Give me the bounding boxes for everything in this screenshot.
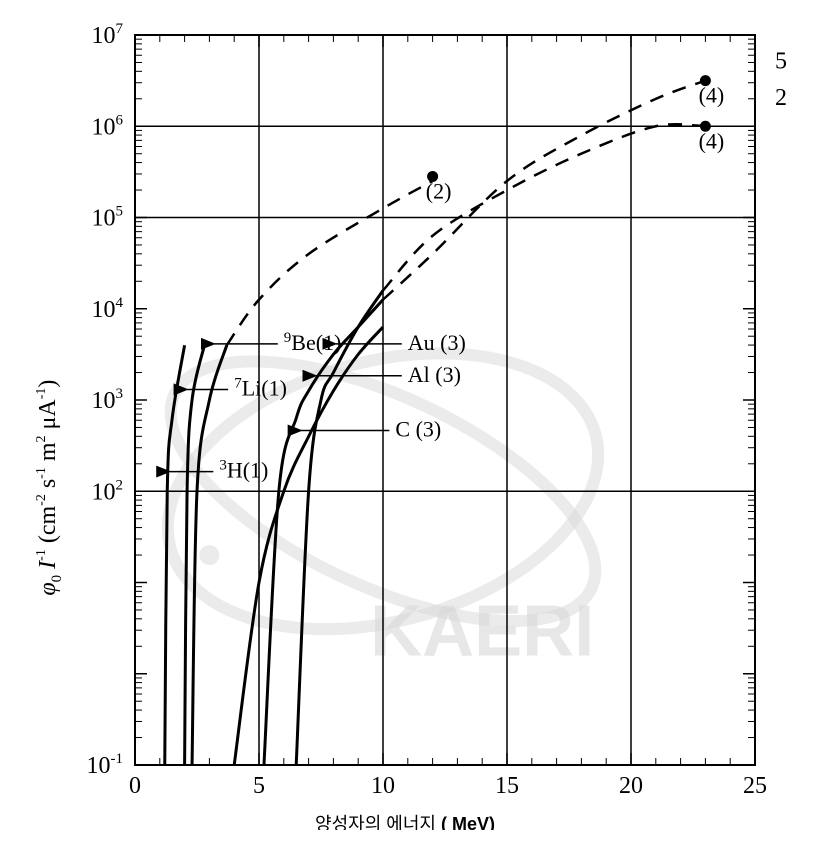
y-tick-label: 105 — [92, 204, 124, 232]
x-axis-label: 양성자의 에너지 ( MeV) — [315, 814, 495, 830]
watermark-text: KAERI — [370, 592, 594, 672]
x-tick-label: 25 — [743, 773, 767, 799]
x-tick-label: 15 — [495, 773, 519, 799]
x-tick-label: 0 — [129, 773, 141, 799]
y-tick-label: 104 — [92, 295, 124, 323]
curve-label: Au (3) — [408, 330, 466, 355]
y-tick-label: 10-1 — [87, 751, 124, 779]
chart-svg: KAERI051015202510-1102103104105106107253… — [20, 20, 805, 830]
curve-label: 7Li(1) — [234, 375, 287, 400]
x-tick-label: 10 — [371, 773, 395, 799]
y-axis-label: φ0 I-1 (cm-2 s-1 m2 μA-1) — [34, 380, 65, 596]
curve-label: Al (3) — [408, 362, 461, 387]
curve-label: 9Be(1) — [284, 330, 342, 355]
data-point-label: (4) — [699, 83, 725, 108]
curve-Aud — [383, 124, 705, 290]
y-tick-label: 103 — [92, 386, 124, 414]
y-tick-label: 107 — [92, 21, 124, 49]
curve-Al — [264, 300, 383, 765]
x-tick-label: 20 — [619, 773, 643, 799]
right-tick-label: 5 — [775, 48, 787, 74]
x-tick-label: 5 — [253, 773, 265, 799]
data-point-label: (4) — [699, 128, 725, 153]
neutron-yield-chart: KAERI051015202510-1102103104105106107253… — [20, 20, 805, 830]
curve-Be9d — [227, 181, 433, 345]
data-point-label: (2) — [426, 178, 452, 203]
right-tick-label: 2 — [775, 85, 787, 111]
curve-label: 3H(1) — [219, 458, 268, 483]
curve-label: C (3) — [395, 417, 441, 442]
y-tick-label: 106 — [92, 112, 124, 140]
y-tick-label: 102 — [92, 477, 124, 505]
